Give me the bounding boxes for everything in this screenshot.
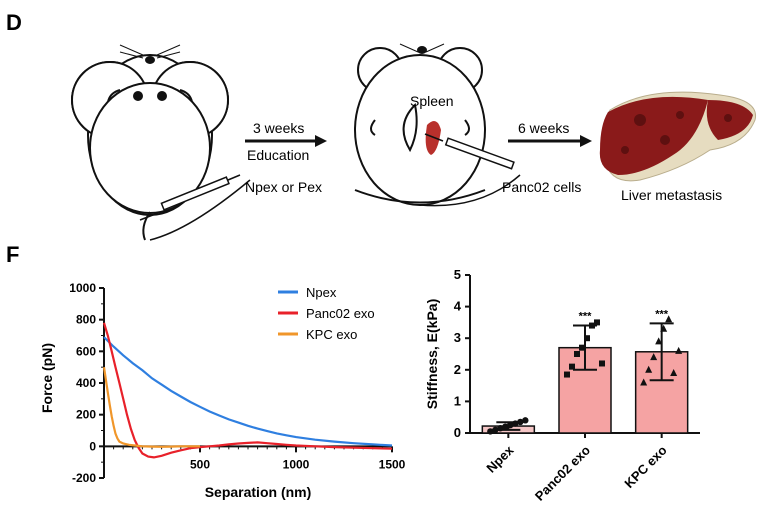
significance-label: ***: [655, 308, 669, 320]
data-point: [517, 418, 524, 426]
series-line-panc02-exo: [102, 322, 393, 459]
spleen-label: Spleen: [410, 93, 454, 109]
mouse-1-illustration: [71, 44, 229, 241]
data-point: [665, 315, 673, 323]
x-tick-label: Npex: [483, 442, 517, 476]
data-point: [579, 344, 585, 351]
legend-label: KPC exo: [306, 327, 357, 342]
data-point: [502, 423, 509, 430]
cells-label: Panc02 cells: [502, 179, 581, 195]
mouse-2-illustration: [354, 43, 486, 206]
y-tick-label: 4: [454, 299, 462, 314]
arrow-2-top-label: 6 weeks: [518, 120, 569, 136]
data-point: [675, 346, 683, 354]
y-tick-label: 2: [454, 362, 461, 377]
x-tick-label: 1500: [379, 457, 406, 471]
legend-label: Npex: [306, 285, 337, 300]
data-point: [645, 365, 653, 373]
stiffness-bar-chart: 0 1 2 3 4 5 *** *** Npex Panc02 exo KPC exo Stif…: [424, 267, 700, 504]
y-axis-title: Stiffness, E(kPa): [424, 299, 440, 409]
x-tick-label: 500: [190, 457, 210, 471]
force-separation-chart: -200 0 200 400 600 800 1000 500 1000 1500 Force …: [39, 281, 406, 500]
significance-label: ***: [579, 311, 593, 323]
panel-f-label: F: [6, 242, 19, 267]
data-point: [660, 324, 668, 332]
data-point: [594, 319, 600, 326]
mouse-2-tail: [419, 174, 521, 207]
data-point: [569, 363, 575, 370]
legend-label: Panc02 exo: [306, 306, 375, 321]
data-point: [589, 322, 595, 329]
y-tick-label: 800: [76, 313, 96, 327]
data-point: [564, 371, 570, 378]
x-axis-title: Separation (nm): [205, 484, 312, 500]
data-point: [640, 378, 648, 386]
x-tick-label: Panc02 exo: [532, 442, 593, 503]
y-tick-label: 5: [454, 267, 461, 282]
panel-d-label: D: [6, 10, 22, 35]
legend: Npex Panc02 exo KPC exo: [278, 285, 375, 342]
series-line-kpc-exo: [102, 367, 200, 448]
mouse-1-tail: [149, 179, 251, 241]
series-line-npex: [103, 336, 393, 447]
data-point: [650, 353, 658, 361]
x-tick-label: KPC exo: [621, 442, 669, 490]
syringe-2-icon: [424, 133, 515, 170]
data-point: [584, 335, 590, 342]
arrow-1-head: [315, 135, 327, 147]
arrow-1-bottom-label: Education: [247, 147, 309, 163]
data-point: [655, 337, 663, 345]
y-tick-label: 1: [454, 393, 461, 408]
y-tick-label: 400: [76, 376, 96, 390]
data-point: [507, 421, 514, 429]
data-point: [670, 368, 678, 376]
data-point: [487, 428, 494, 435]
syringe-1-icon: [139, 174, 241, 221]
data-point: [497, 425, 504, 432]
y-tick-label: 0: [89, 439, 96, 453]
data-point: [492, 426, 499, 434]
y-tick-label: 200: [76, 408, 96, 422]
x-tick-label: 1000: [283, 457, 310, 471]
data-point: [599, 360, 605, 367]
y-tick-label: 0: [454, 425, 461, 440]
liver-label: Liver metastasis: [621, 187, 722, 203]
data-point: [512, 420, 519, 427]
injection-label: Npex or Pex: [245, 179, 322, 195]
data-point: [522, 417, 529, 424]
arrow-2-head: [580, 135, 592, 147]
y-axis-title: Force (pN): [39, 343, 55, 413]
y-tick-label: 1000: [69, 281, 96, 295]
y-tick-label: -200: [72, 471, 96, 485]
y-tick-label: 600: [76, 344, 96, 358]
arrow-1-top-label: 3 weeks: [253, 120, 304, 136]
data-point: [574, 351, 580, 357]
y-tick-label: 3: [454, 330, 461, 345]
liver-illustration: [599, 91, 757, 182]
